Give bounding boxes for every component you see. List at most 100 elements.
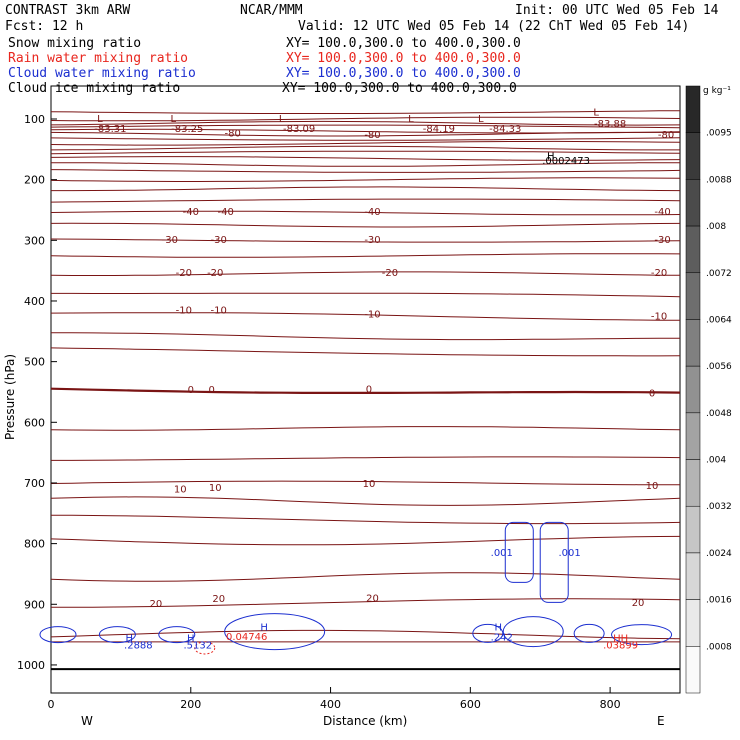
temperature-contour-line xyxy=(50,198,681,203)
temperature-contour-line xyxy=(50,629,681,640)
temperature-contour-line xyxy=(50,514,681,525)
cloud-water-contour xyxy=(224,613,326,651)
y-axis: 100 200 300 400 500 600 700 800 900 1000 xyxy=(17,113,57,672)
temperature-label: -20 xyxy=(382,268,398,279)
colorbar-segment xyxy=(685,646,701,694)
temperature-label: -80 xyxy=(225,128,241,139)
org-label: NCAR/MMM xyxy=(240,3,303,18)
temperature-contour-line xyxy=(51,292,681,298)
temperature-label: 20 xyxy=(632,598,645,609)
temperature-label: -83.25 xyxy=(171,124,203,135)
temperature-label: 10 xyxy=(209,483,222,494)
forecast-hour: Fcst: 12 h xyxy=(5,19,83,34)
colorbar-level-label: .0088 xyxy=(706,175,732,185)
temperature-label: -20 xyxy=(207,268,223,279)
cloud-water-label: .242 xyxy=(491,632,513,643)
colorbar-segment xyxy=(685,505,701,554)
colorbar-segment xyxy=(685,319,701,367)
colorbar: .0095 .0088 .008 .0072 .0064 .0056 .0048 .004 .0… xyxy=(685,85,732,694)
temperature-contour-line xyxy=(50,120,681,126)
temperature-label: 10 xyxy=(174,484,187,495)
legend-rain-xy: XY= 100.0,300.0 to 400.0,300.0 xyxy=(286,51,521,66)
y-tick-label: 900 xyxy=(24,598,45,611)
legend-rain-label: Rain water mixing ratio xyxy=(8,51,188,66)
cloud-water-contour xyxy=(504,521,534,583)
temperature-label: -84.19 xyxy=(423,124,455,135)
colorbar-level-label: .0095 xyxy=(706,129,732,139)
cloud-water-contour xyxy=(573,623,605,643)
cloud-water-label: H xyxy=(126,634,134,645)
temperature-contour-line xyxy=(51,332,680,341)
cloud-water-contour xyxy=(158,626,196,644)
colorbar-segment xyxy=(685,132,701,180)
temperature-label: -30 xyxy=(162,235,178,246)
x-tick-label: 800 xyxy=(600,698,621,711)
temperature-label: -30 xyxy=(364,235,380,246)
temperature-label: -83.09 xyxy=(283,124,315,135)
temperature-contour-line xyxy=(50,145,680,151)
rain-water-contour xyxy=(194,641,216,655)
init-time: Init: 00 UTC Wed 05 Feb 14 xyxy=(515,3,719,18)
low-marker: L xyxy=(593,108,599,119)
x-tick-label: 0 xyxy=(48,698,55,711)
temperature-contours xyxy=(50,110,681,671)
temperature-contour-line xyxy=(50,347,681,357)
temperature-label: 20 xyxy=(212,594,225,605)
temperature-label: 0 xyxy=(209,385,215,396)
temperature-contour-line xyxy=(50,177,681,182)
cloud-water-label: .5132 xyxy=(183,640,212,651)
temperature-contour-line xyxy=(50,124,681,129)
colorbar-level-label: .0048 xyxy=(706,409,732,419)
temperature-contour-line xyxy=(50,572,681,582)
cloud-water-contour xyxy=(611,624,673,646)
x-axis-label: Distance (km) xyxy=(323,714,407,728)
temperature-label: 20 xyxy=(366,594,379,605)
temperature-contour-line xyxy=(50,131,680,137)
temperature-contour-line xyxy=(50,480,680,486)
temperature-contour-line xyxy=(50,169,681,173)
temperature-contour-line xyxy=(50,387,681,394)
colorbar-units: g kg⁻¹ xyxy=(703,86,731,96)
temperature-label: -30 xyxy=(211,235,227,246)
temperature-label: -40 xyxy=(364,207,380,218)
temperature-label: 0 xyxy=(366,384,372,395)
colorbar-level-label: .0016 xyxy=(706,596,732,606)
low-marker: L xyxy=(478,114,484,125)
rain-water-label: HH xyxy=(613,634,628,645)
temperature-label: 10 xyxy=(646,481,659,492)
x-tick-label: 600 xyxy=(460,698,481,711)
cloud-water-contour xyxy=(39,626,77,644)
legend-cloud-water-label: Cloud water mixing ratio xyxy=(8,66,196,81)
temperature-label: -30 xyxy=(654,235,670,246)
temperature-contour-line xyxy=(51,456,681,461)
x-tick-label: 400 xyxy=(320,698,341,711)
temperature-contour-line xyxy=(51,162,680,167)
low-marker: L xyxy=(408,114,414,125)
temperature-contour-line xyxy=(50,535,681,546)
temperature-contour-line xyxy=(51,598,681,608)
contour-labels: -83.31 -83.25 -80 -83.09 -80 -84.19 -84.33 -83.… xyxy=(94,108,674,652)
temperature-contour-line xyxy=(50,426,681,431)
temperature-label: -10 xyxy=(211,305,227,316)
legend-cloud-ice-label: Cloud ice mixing ratio xyxy=(8,81,180,96)
cloud-water-label: .001 xyxy=(491,548,513,559)
temperature-contour-line xyxy=(50,156,681,161)
temperature-contour-line xyxy=(50,238,681,243)
temperature-contour-line xyxy=(50,137,681,141)
low-marker: L xyxy=(97,114,103,125)
temperature-contour-line xyxy=(51,186,681,192)
temperature-contour-line xyxy=(50,150,681,155)
x-axis: 0 200 400 600 800 xyxy=(48,687,621,711)
colorbar-level-label: .0008 xyxy=(706,642,732,652)
colorbar-segment xyxy=(685,599,701,647)
colorbar-level-label: .0024 xyxy=(706,549,732,559)
cloud-water-label: .001 xyxy=(558,548,580,559)
model-title: CONTRAST 3km ARW xyxy=(5,3,130,18)
colorbar-level-label: .0064 xyxy=(706,315,732,325)
temperature-contour-line xyxy=(50,210,681,216)
cloud-water-contour xyxy=(502,616,564,648)
temperature-label: -84.33 xyxy=(489,124,521,135)
colorbar-segment xyxy=(685,179,701,227)
temperature-label: -20 xyxy=(176,268,192,279)
temperature-contour-line xyxy=(50,253,681,258)
